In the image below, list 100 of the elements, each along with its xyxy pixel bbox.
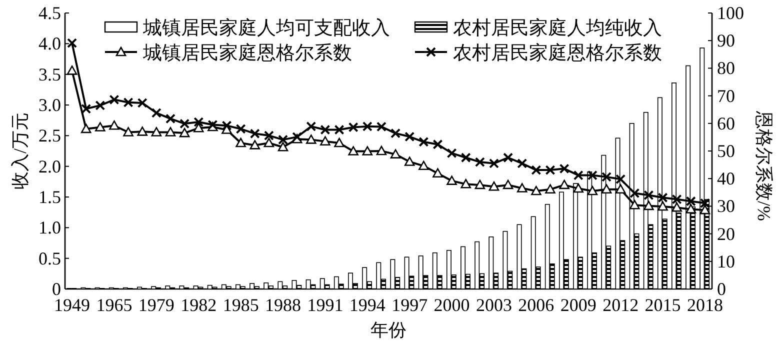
point [460, 152, 471, 163]
point [404, 156, 415, 166]
point [165, 127, 176, 136]
point [446, 148, 457, 158]
point [81, 104, 92, 114]
point [180, 118, 190, 129]
y-tick-label: 2.5 [38, 126, 61, 146]
point [250, 140, 260, 150]
point [432, 139, 443, 150]
x-tick-label: 1982 [180, 295, 217, 315]
point [80, 124, 92, 134]
point [390, 149, 401, 158]
point [559, 180, 570, 190]
point [109, 94, 120, 105]
y2-tick-label: 100 [717, 3, 744, 23]
point [194, 117, 204, 128]
point [418, 160, 429, 170]
point [700, 198, 710, 208]
point [137, 126, 148, 136]
point [672, 194, 682, 204]
point [236, 124, 246, 134]
y-tick-label: 0.5 [38, 248, 61, 268]
x-tick-label: 1997 [392, 295, 428, 315]
point [67, 38, 78, 48]
point [320, 136, 330, 146]
x-tick-label: 2003 [476, 295, 512, 315]
point [615, 184, 626, 194]
point [616, 174, 626, 184]
point [376, 146, 387, 156]
point [66, 66, 78, 75]
point [278, 142, 288, 152]
x-tick-label: 1979 [138, 295, 174, 315]
point [320, 124, 330, 135]
x-tick-label: 2000 [434, 295, 470, 315]
point [460, 178, 472, 188]
point [306, 121, 316, 132]
x-tick-label: 1991 [307, 295, 344, 315]
point [700, 204, 710, 214]
point [672, 202, 682, 212]
y2-tick-label: 60 [717, 113, 735, 134]
x-tick-label: 2006 [518, 295, 554, 315]
point [348, 122, 358, 132]
point [601, 184, 612, 194]
point [362, 121, 372, 132]
legend-label: 城镇居民家庭人均可支配收入 [142, 17, 390, 39]
x-tick-label: 2015 [644, 295, 681, 315]
y2-axis-title: 恩格尔系数/% [754, 110, 774, 221]
point [446, 176, 457, 185]
point [165, 114, 176, 124]
point [559, 164, 570, 174]
point [404, 132, 415, 142]
y-tick-label: 4.5 [38, 3, 61, 23]
point [236, 138, 246, 148]
point [179, 128, 190, 138]
point [630, 188, 640, 198]
x-tick-label: 2012 [602, 295, 639, 315]
point [348, 146, 358, 156]
point [658, 201, 668, 211]
point [686, 196, 696, 206]
point [587, 170, 598, 180]
y-tick-label: 1.0 [38, 218, 61, 238]
point [123, 97, 134, 108]
point [264, 130, 274, 141]
y-tick-label: 4.0 [38, 34, 61, 54]
x-tick-label: 2009 [560, 295, 596, 315]
point [151, 108, 162, 118]
point [306, 134, 316, 144]
point [503, 152, 514, 163]
y-tick-label: 1.5 [38, 187, 61, 207]
point [376, 122, 386, 132]
point [686, 204, 696, 214]
y2-tick-label: 10 [717, 251, 735, 272]
point [474, 180, 486, 190]
y-tick-label: 3.5 [38, 64, 61, 84]
x-axis-title: 年份 [370, 320, 406, 340]
point [95, 100, 106, 110]
point [109, 120, 120, 130]
point [193, 122, 204, 132]
point [573, 170, 584, 180]
point [474, 157, 485, 168]
y-axis-title: 收入/万元 [10, 112, 30, 190]
y-tick-label: 2.0 [38, 156, 61, 176]
point [222, 120, 232, 131]
point [334, 124, 344, 135]
point [545, 165, 556, 176]
y-tick-label: 3.0 [38, 95, 61, 115]
point [264, 138, 274, 148]
legend-label: 农村居民家庭恩格尔系数 [453, 42, 662, 64]
legend-label: 农村居民家庭人均纯收入 [453, 17, 662, 39]
point [629, 200, 640, 210]
point [516, 183, 528, 192]
point [151, 127, 162, 136]
point [362, 146, 373, 156]
x-tick-label: 1994 [349, 295, 386, 315]
point [517, 158, 528, 168]
point [658, 192, 668, 203]
point [644, 190, 654, 200]
point [137, 98, 148, 108]
point [334, 138, 344, 148]
point [488, 181, 500, 191]
